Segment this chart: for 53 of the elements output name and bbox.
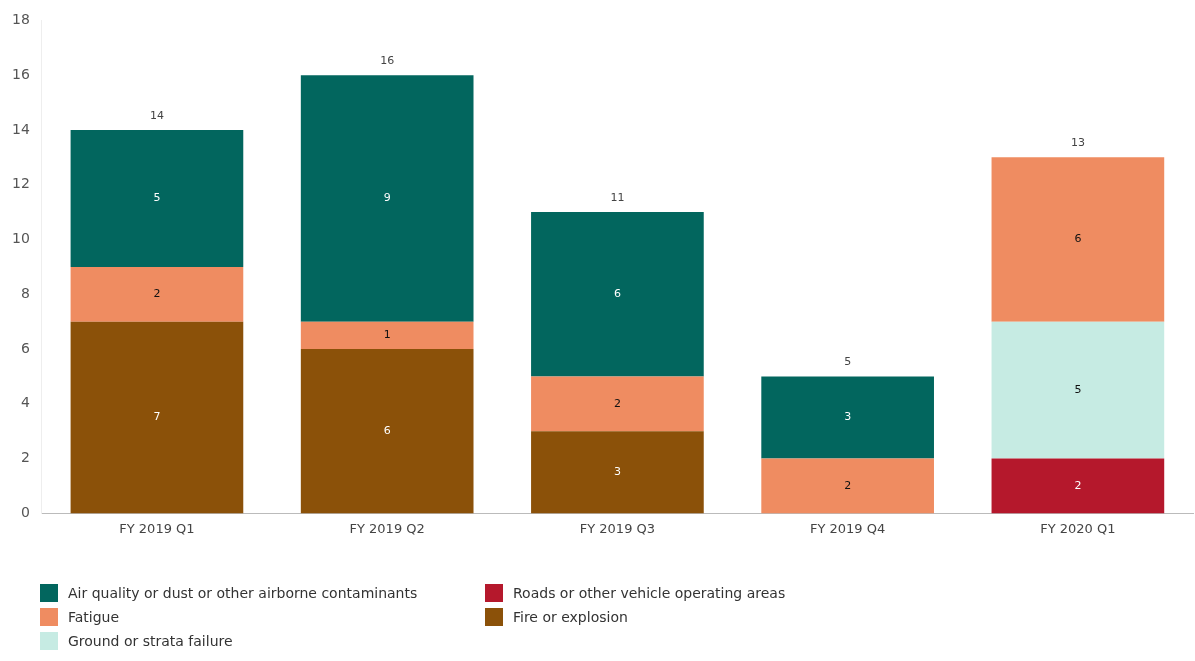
bar bbox=[991, 157, 1165, 322]
x-tick-label: FY 2019 Q2 bbox=[349, 520, 425, 536]
data-label: 7 bbox=[153, 410, 161, 424]
bar bbox=[300, 349, 474, 514]
y-tick-label: 16 bbox=[11, 65, 30, 82]
total-label: 13 bbox=[1070, 136, 1085, 150]
x-tick-label: FY 2019 Q3 bbox=[579, 520, 656, 536]
bar bbox=[70, 321, 244, 514]
bar bbox=[991, 458, 1165, 514]
x-tick-label: FY 2020 Q1 bbox=[1040, 520, 1116, 536]
data-label: 5 bbox=[153, 191, 161, 205]
bar bbox=[531, 212, 704, 377]
y-tick-label: 10 bbox=[11, 230, 30, 247]
data-label: 3 bbox=[844, 410, 852, 424]
bar bbox=[761, 458, 934, 514]
y-tick-label: 4 bbox=[20, 394, 30, 411]
data-label: 5 bbox=[1074, 383, 1082, 397]
x-tick-label: FY 2019 Q1 bbox=[119, 520, 195, 536]
y-tick-label: 6 bbox=[20, 339, 30, 356]
y-tick-label: 8 bbox=[20, 284, 30, 301]
y-tick-label: 14 bbox=[11, 120, 30, 137]
legend-label: Fatigue bbox=[68, 609, 120, 625]
total-label: 16 bbox=[380, 54, 395, 68]
data-label: 6 bbox=[613, 287, 621, 301]
total-label: 11 bbox=[610, 190, 625, 204]
legend-label: Roads or other vehicle operating areas bbox=[513, 585, 786, 601]
data-label: 6 bbox=[383, 424, 391, 438]
data-label: 2 bbox=[1074, 478, 1082, 492]
y-tick-label: 0 bbox=[20, 504, 30, 521]
bar bbox=[300, 321, 474, 350]
x-tick-label: FY 2019 Q4 bbox=[810, 520, 886, 536]
y-tick-label: 2 bbox=[20, 449, 30, 466]
data-label: 1 bbox=[383, 328, 391, 342]
data-label: 2 bbox=[153, 287, 161, 301]
total-label: 14 bbox=[149, 108, 164, 122]
y-tick-label: 18 bbox=[11, 11, 30, 28]
bar bbox=[761, 376, 934, 459]
bar bbox=[70, 129, 244, 267]
bar bbox=[70, 266, 244, 322]
data-label: 2 bbox=[844, 478, 852, 492]
bar bbox=[531, 376, 704, 432]
y-tick-label: 12 bbox=[11, 175, 30, 192]
data-label: 9 bbox=[383, 191, 391, 205]
data-label: 3 bbox=[613, 465, 621, 479]
bar bbox=[300, 75, 474, 322]
bar bbox=[991, 321, 1165, 459]
legend-label: Ground or strata failure bbox=[68, 633, 233, 649]
data-label: 6 bbox=[1074, 232, 1082, 246]
legend-label: Air quality or dust or other airborne contaminants bbox=[68, 585, 418, 601]
total-label: 5 bbox=[844, 355, 852, 369]
legend-label: Fire or explosion bbox=[513, 609, 628, 625]
data-label: 2 bbox=[613, 396, 621, 410]
bar bbox=[531, 431, 704, 514]
